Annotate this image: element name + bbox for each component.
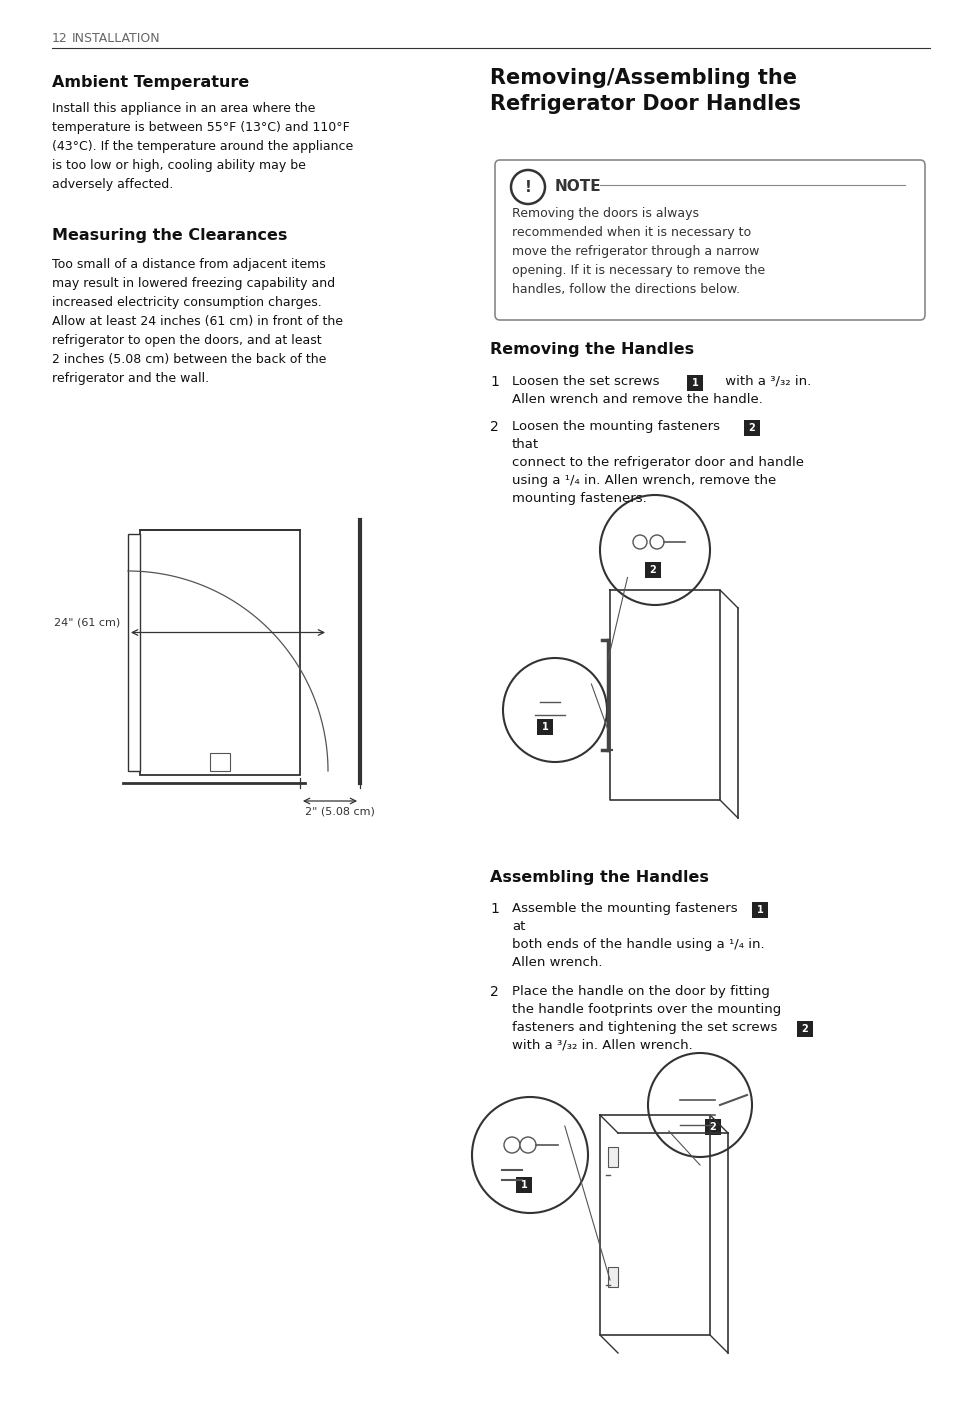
- Text: fasteners and tightening the set screws: fasteners and tightening the set screws: [512, 1021, 781, 1034]
- Text: 2: 2: [649, 565, 656, 574]
- Text: mounting fasteners.: mounting fasteners.: [512, 492, 646, 504]
- Bar: [796, 1021, 812, 1037]
- Text: 24" (61 cm): 24" (61 cm): [53, 618, 120, 628]
- Bar: [210, 752, 230, 771]
- Bar: [743, 420, 760, 436]
- Text: Place the handle on the door by fitting: Place the handle on the door by fitting: [512, 985, 769, 998]
- Text: INSTALLATION: INSTALLATION: [71, 32, 160, 45]
- Text: 1: 1: [490, 902, 498, 916]
- Bar: [128, 534, 140, 771]
- Bar: [644, 562, 660, 579]
- Text: Removing/Assembling the
Refrigerator Door Handles: Removing/Assembling the Refrigerator Doo…: [490, 69, 801, 113]
- Text: Loosen the mounting fasteners: Loosen the mounting fasteners: [512, 420, 723, 433]
- Text: Removing the doors is always
recommended when it is necessary to
move the refrig: Removing the doors is always recommended…: [512, 207, 764, 296]
- Text: NOTE: NOTE: [555, 179, 601, 193]
- Text: the handle footprints over the mounting: the handle footprints over the mounting: [512, 1003, 781, 1016]
- Text: Measuring the Clearances: Measuring the Clearances: [52, 228, 287, 242]
- Text: 1: 1: [541, 722, 548, 731]
- Text: using a ¹/₄ in. Allen wrench, remove the: using a ¹/₄ in. Allen wrench, remove the: [512, 474, 776, 488]
- Text: 2: 2: [748, 423, 755, 433]
- Bar: [686, 375, 702, 391]
- Bar: [537, 719, 553, 736]
- Text: 2: 2: [490, 985, 498, 999]
- Circle shape: [649, 535, 663, 549]
- Circle shape: [519, 1138, 536, 1153]
- Text: connect to the refrigerator door and handle: connect to the refrigerator door and han…: [512, 455, 803, 469]
- Text: Assemble the mounting fasteners: Assemble the mounting fasteners: [512, 902, 741, 915]
- Text: Removing the Handles: Removing the Handles: [490, 342, 694, 357]
- Text: 12: 12: [52, 32, 68, 45]
- Text: Loosen the set screws: Loosen the set screws: [512, 375, 663, 388]
- Text: Install this appliance in an area where the
temperature is between 55°F (13°C) a: Install this appliance in an area where …: [52, 102, 353, 191]
- Text: 2: 2: [709, 1122, 716, 1132]
- Circle shape: [472, 1097, 587, 1213]
- FancyBboxPatch shape: [495, 160, 924, 319]
- Text: 2: 2: [490, 420, 498, 434]
- Text: 1: 1: [691, 378, 698, 388]
- Text: that: that: [512, 439, 538, 451]
- Bar: [607, 1267, 618, 1288]
- Text: Ambient Temperature: Ambient Temperature: [52, 76, 249, 90]
- Text: !: !: [524, 179, 531, 195]
- Text: with a ³/₃₂ in.: with a ³/₃₂ in.: [720, 375, 810, 388]
- Bar: [751, 902, 767, 918]
- Text: Allen wrench and remove the handle.: Allen wrench and remove the handle.: [512, 394, 762, 406]
- Circle shape: [502, 658, 606, 762]
- Text: Allen wrench.: Allen wrench.: [512, 955, 602, 969]
- Bar: [704, 1119, 720, 1135]
- Circle shape: [647, 1054, 751, 1157]
- Text: ENGLISH: ENGLISH: [13, 352, 23, 405]
- Text: 2" (5.08 cm): 2" (5.08 cm): [305, 806, 375, 815]
- Circle shape: [599, 495, 709, 605]
- Circle shape: [503, 1138, 519, 1153]
- Text: at: at: [512, 920, 525, 933]
- Bar: [516, 1177, 532, 1194]
- Text: 2: 2: [801, 1024, 807, 1034]
- Text: Too small of a distance from adjacent items
may result in lowered freezing capab: Too small of a distance from adjacent it…: [52, 258, 343, 385]
- Text: 1: 1: [756, 905, 762, 915]
- Bar: [140, 530, 299, 775]
- Circle shape: [511, 170, 544, 205]
- Text: 1: 1: [490, 375, 498, 389]
- Text: with a ³/₃₂ in. Allen wrench.: with a ³/₃₂ in. Allen wrench.: [512, 1040, 692, 1052]
- Circle shape: [633, 535, 646, 549]
- Text: Assembling the Handles: Assembling the Handles: [490, 870, 708, 885]
- Bar: [607, 1147, 618, 1167]
- Text: 1: 1: [520, 1180, 527, 1189]
- Text: both ends of the handle using a ¹/₄ in.: both ends of the handle using a ¹/₄ in.: [512, 939, 763, 951]
